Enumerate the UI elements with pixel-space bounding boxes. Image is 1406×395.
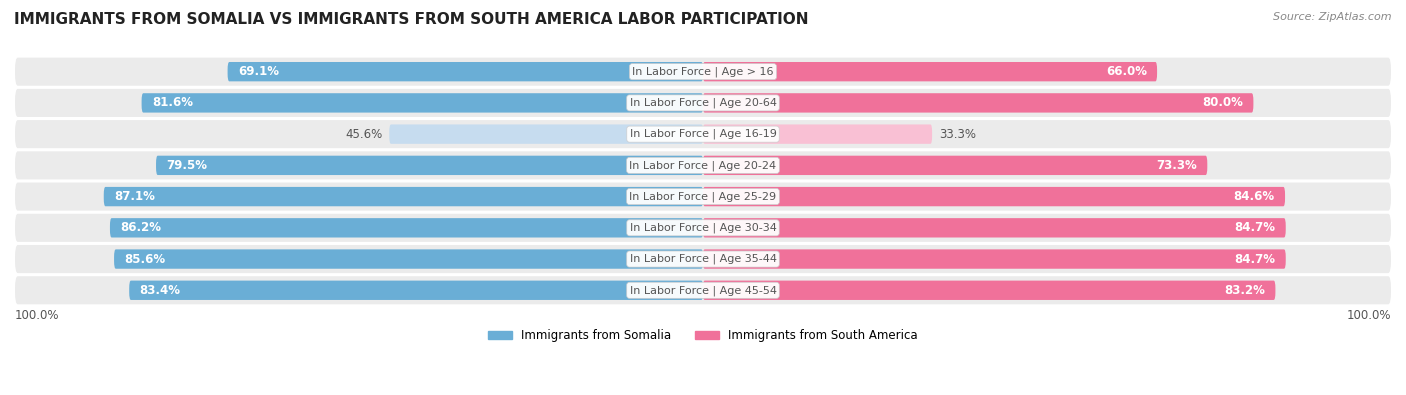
Text: 100.0%: 100.0% bbox=[15, 309, 59, 322]
Text: In Labor Force | Age 20-24: In Labor Force | Age 20-24 bbox=[630, 160, 776, 171]
Text: 83.4%: 83.4% bbox=[139, 284, 180, 297]
FancyBboxPatch shape bbox=[129, 280, 703, 300]
Text: 86.2%: 86.2% bbox=[121, 221, 162, 234]
FancyBboxPatch shape bbox=[15, 58, 1391, 86]
Text: Source: ZipAtlas.com: Source: ZipAtlas.com bbox=[1274, 12, 1392, 22]
FancyBboxPatch shape bbox=[15, 89, 1391, 117]
Text: 84.6%: 84.6% bbox=[1233, 190, 1275, 203]
Text: 100.0%: 100.0% bbox=[1347, 309, 1391, 322]
FancyBboxPatch shape bbox=[703, 93, 1253, 113]
Text: 83.2%: 83.2% bbox=[1225, 284, 1265, 297]
Text: In Labor Force | Age 35-44: In Labor Force | Age 35-44 bbox=[630, 254, 776, 264]
Text: 87.1%: 87.1% bbox=[114, 190, 155, 203]
Legend: Immigrants from Somalia, Immigrants from South America: Immigrants from Somalia, Immigrants from… bbox=[484, 325, 922, 347]
Text: In Labor Force | Age 25-29: In Labor Force | Age 25-29 bbox=[630, 191, 776, 202]
FancyBboxPatch shape bbox=[15, 182, 1391, 211]
FancyBboxPatch shape bbox=[703, 187, 1285, 206]
Text: 84.7%: 84.7% bbox=[1234, 252, 1275, 265]
Text: IMMIGRANTS FROM SOMALIA VS IMMIGRANTS FROM SOUTH AMERICA LABOR PARTICIPATION: IMMIGRANTS FROM SOMALIA VS IMMIGRANTS FR… bbox=[14, 12, 808, 27]
FancyBboxPatch shape bbox=[142, 93, 703, 113]
Text: 84.7%: 84.7% bbox=[1234, 221, 1275, 234]
FancyBboxPatch shape bbox=[703, 124, 932, 144]
Text: 79.5%: 79.5% bbox=[166, 159, 207, 172]
FancyBboxPatch shape bbox=[104, 187, 703, 206]
FancyBboxPatch shape bbox=[389, 124, 703, 144]
Text: 45.6%: 45.6% bbox=[344, 128, 382, 141]
Text: In Labor Force | Age 30-34: In Labor Force | Age 30-34 bbox=[630, 222, 776, 233]
Text: 69.1%: 69.1% bbox=[238, 65, 278, 78]
Text: 73.3%: 73.3% bbox=[1156, 159, 1197, 172]
Text: 80.0%: 80.0% bbox=[1202, 96, 1243, 109]
FancyBboxPatch shape bbox=[228, 62, 703, 81]
Text: 66.0%: 66.0% bbox=[1105, 65, 1147, 78]
Text: 85.6%: 85.6% bbox=[124, 252, 166, 265]
Text: In Labor Force | Age 16-19: In Labor Force | Age 16-19 bbox=[630, 129, 776, 139]
Text: In Labor Force | Age 45-54: In Labor Force | Age 45-54 bbox=[630, 285, 776, 295]
FancyBboxPatch shape bbox=[114, 249, 703, 269]
Text: In Labor Force | Age 20-64: In Labor Force | Age 20-64 bbox=[630, 98, 776, 108]
FancyBboxPatch shape bbox=[703, 156, 1208, 175]
FancyBboxPatch shape bbox=[15, 214, 1391, 242]
FancyBboxPatch shape bbox=[15, 276, 1391, 304]
FancyBboxPatch shape bbox=[15, 151, 1391, 179]
FancyBboxPatch shape bbox=[110, 218, 703, 237]
FancyBboxPatch shape bbox=[703, 280, 1275, 300]
FancyBboxPatch shape bbox=[15, 245, 1391, 273]
FancyBboxPatch shape bbox=[703, 62, 1157, 81]
Text: In Labor Force | Age > 16: In Labor Force | Age > 16 bbox=[633, 66, 773, 77]
FancyBboxPatch shape bbox=[15, 120, 1391, 148]
FancyBboxPatch shape bbox=[156, 156, 703, 175]
Text: 33.3%: 33.3% bbox=[939, 128, 976, 141]
Text: 81.6%: 81.6% bbox=[152, 96, 193, 109]
FancyBboxPatch shape bbox=[703, 249, 1285, 269]
FancyBboxPatch shape bbox=[703, 218, 1285, 237]
